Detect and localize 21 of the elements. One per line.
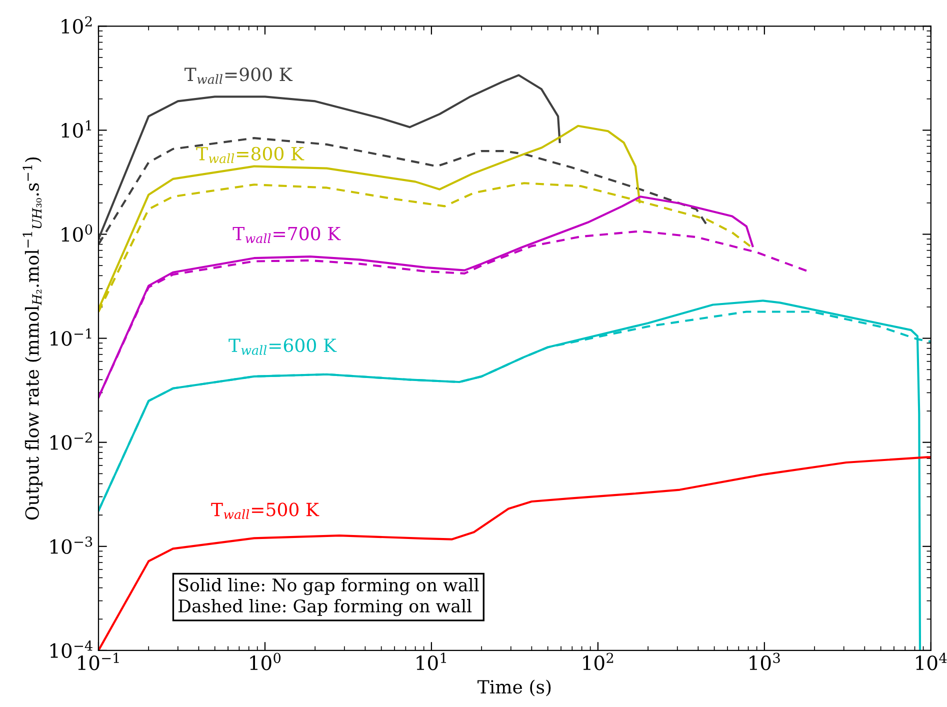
y-tick-label: 10$^{−1}$ <box>50 328 92 346</box>
y-axis-title: Output flow rate (mmol$_{H₂}$.mol$^{−1}$$_{UH₃₀}$.s$^{−1}$) <box>22 157 42 520</box>
x-tick-label: 10$^{−1}$ <box>78 652 119 670</box>
y-tick-label: 10$^{1}$ <box>62 120 92 138</box>
annotation: T$_{wall}$=800 K <box>196 146 304 164</box>
x-tick-label: 10$^{0}$ <box>250 652 281 670</box>
annotation: Solid line: No gap forming on wall <box>179 578 479 596</box>
annotation: T$_{wall}$=900 K <box>184 68 293 84</box>
x-axis-title: Time (s) <box>478 680 551 696</box>
y-tick-label: 10$^{0}$ <box>62 224 92 242</box>
x-tick-label: 10$^{3}$ <box>750 652 780 670</box>
y-tick-label: 10$^{−2}$ <box>50 432 92 450</box>
annotation: T$_{wall}$=500 K <box>211 502 320 520</box>
y-tick-label: 10$^{2}$ <box>62 16 92 34</box>
x-tick-label: 10$^{1}$ <box>416 652 446 670</box>
y-tick-label: 10$^{−3}$ <box>50 536 92 554</box>
x-tick-label: 10$^{2}$ <box>583 652 614 670</box>
annotation: T$_{wall}$=700 K <box>232 226 341 244</box>
x-tick-label: 10$^{4}$ <box>916 652 947 670</box>
annotation: T$_{wall}$=600 K <box>228 338 337 355</box>
annotation: Dashed line: Gap forming on wall <box>178 599 472 616</box>
